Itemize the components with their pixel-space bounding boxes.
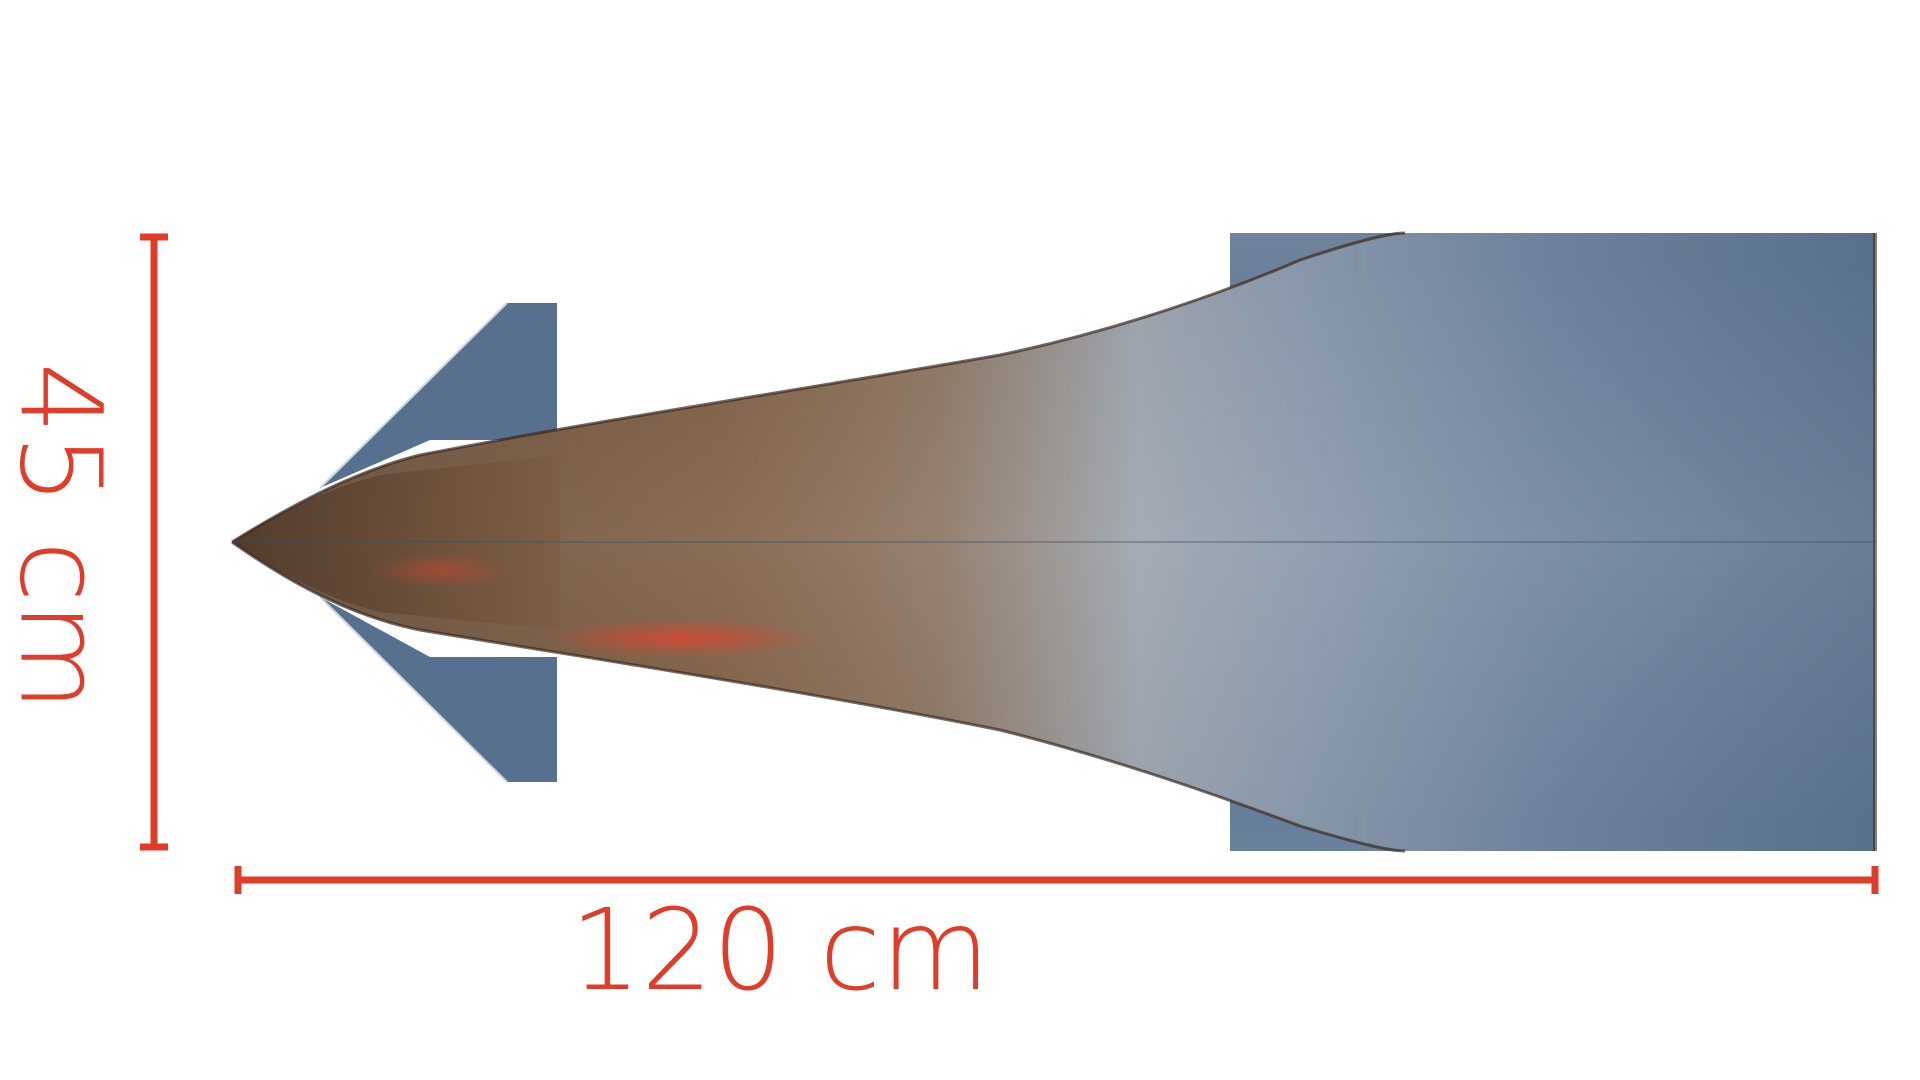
upper-fin bbox=[320, 303, 557, 488]
height-dimension bbox=[140, 233, 168, 851]
length-label: 120 cm bbox=[570, 886, 990, 1016]
lower-fin-edge bbox=[319, 596, 508, 783]
upper-leading-edge bbox=[231, 231, 1406, 544]
lower-leading-edge bbox=[231, 540, 1406, 853]
heating-streak bbox=[540, 618, 820, 658]
heating-streak-nose bbox=[370, 552, 510, 588]
lower-fin bbox=[320, 597, 557, 782]
upper-fin-edge bbox=[319, 302, 508, 489]
nose-cone bbox=[232, 455, 560, 630]
length-dimension bbox=[234, 866, 1879, 894]
height-label: 45 cm bbox=[0, 363, 124, 712]
fuselage-sheen bbox=[232, 260, 1875, 826]
